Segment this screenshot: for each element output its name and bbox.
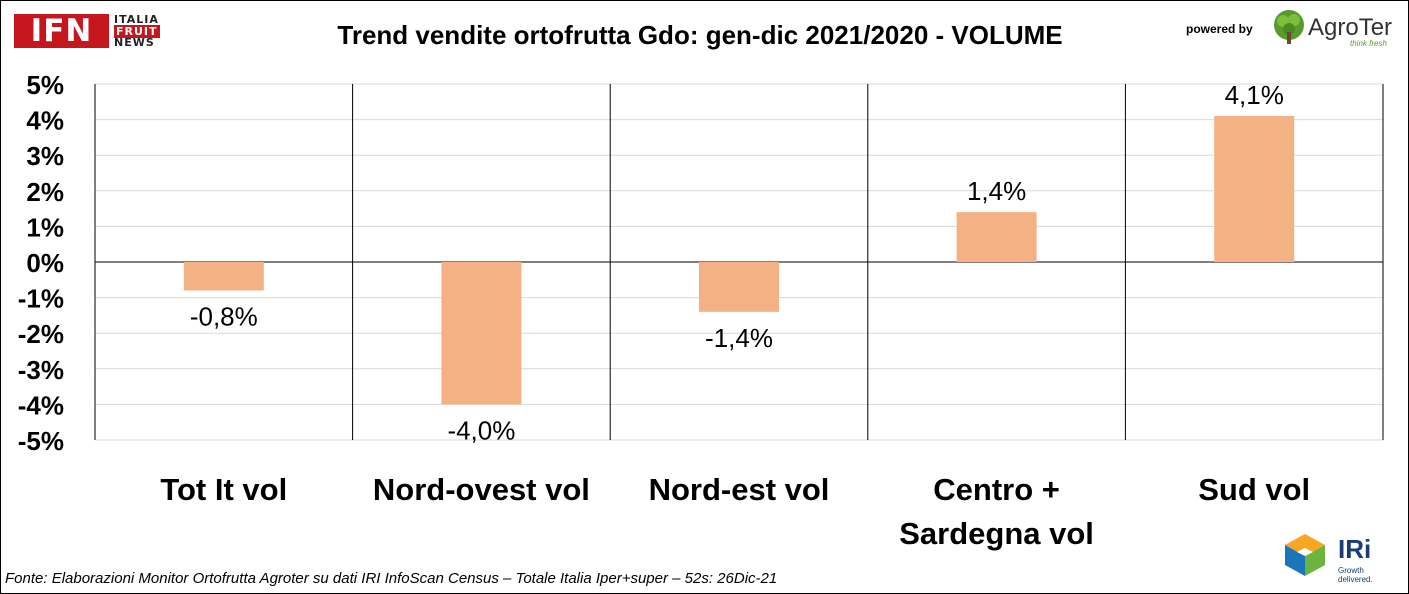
bar-1 <box>441 262 522 405</box>
ifn-logo-line1: ITALIA <box>114 13 159 26</box>
y-tick-label: -2% <box>18 319 64 349</box>
category-label-3: Centro + <box>933 472 1060 507</box>
ifn-logo: IFN ITALIA FRUIT NEWS <box>14 14 162 52</box>
y-tick-label: 1% <box>26 212 64 242</box>
agroter-logo-name: AgroTer <box>1308 14 1393 41</box>
category-label-1: Nord-ovest vol <box>373 472 590 507</box>
y-tick-label: -1% <box>18 284 64 314</box>
agroter-logo-tagline: think fresh <box>1350 39 1387 48</box>
chart-title: Trend vendite ortofrutta Gdo: gen-dic 20… <box>337 20 1063 50</box>
tree-icon <box>1274 10 1304 44</box>
iri-logo: IRi Growth delivered. <box>1282 532 1397 584</box>
data-label-3: 1,4% <box>967 176 1026 206</box>
ifn-logo-line2: FRUIT <box>114 24 160 38</box>
category-label-4: Sud vol <box>1198 472 1310 507</box>
bar-3 <box>956 212 1037 262</box>
y-tick-label: -3% <box>18 355 64 385</box>
iri-logo-tagline: Growth delivered. <box>1338 566 1373 584</box>
ifn-logo-mark: IFN <box>14 14 109 48</box>
source-note: Fonte: Elaborazioni Monitor Ortofrutta A… <box>5 570 778 587</box>
y-tick-label: 2% <box>26 177 64 207</box>
iri-logo-name: IRi <box>1338 534 1372 564</box>
agroter-logo: AgroTer think fresh <box>1272 8 1398 50</box>
iri-cube-icon <box>1285 534 1325 576</box>
data-label-1: -4,0% <box>447 415 515 445</box>
data-label-2: -1,4% <box>705 323 773 353</box>
category-label-0: Tot It vol <box>160 472 287 507</box>
ifn-logo-text: ITALIA FRUIT NEWS <box>114 14 160 49</box>
data-label-4: 4,1% <box>1225 80 1284 110</box>
ifn-logo-line3: NEWS <box>114 36 155 49</box>
category-label-3: Sardegna vol <box>899 516 1094 551</box>
category-label-2: Nord-est vol <box>649 472 830 507</box>
y-tick-label: -4% <box>18 390 64 420</box>
y-tick-label: 3% <box>26 141 64 171</box>
y-tick-label: 5% <box>26 70 64 100</box>
y-tick-label: 0% <box>26 248 64 278</box>
data-label-0: -0,8% <box>190 301 258 331</box>
bar-2 <box>699 262 779 312</box>
powered-by-label: powered by <box>1186 22 1253 36</box>
bar-4 <box>1214 116 1295 262</box>
bar-0 <box>183 262 264 291</box>
y-tick-label: -5% <box>18 426 64 456</box>
y-tick-label: 4% <box>26 106 64 136</box>
